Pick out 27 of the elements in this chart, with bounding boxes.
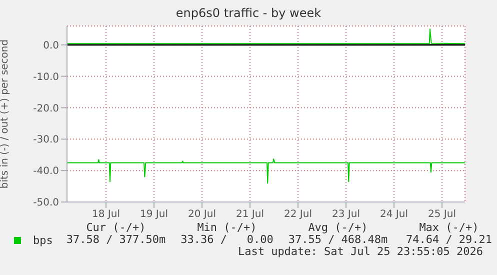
y-tick-label: -30.0 — [33, 134, 59, 146]
text: 33.36 / 0.00 — [180, 233, 274, 246]
line-series — [67, 158, 465, 184]
chart-title: enp6s0 traffic - by week — [174, 6, 322, 20]
text: Min (-/+) — [196, 221, 258, 234]
y-tick-label: -20.0 — [33, 103, 59, 114]
text: Max (-/+) — [418, 221, 480, 234]
text: 37.58 / 377.50m — [65, 233, 167, 246]
x-tick-label: 23 Jul — [332, 209, 360, 220]
x-tick-label: 20 Jul — [188, 209, 216, 220]
y-tick-label: -40.0 — [33, 166, 59, 178]
text: Last update: Sat Jul 25 23:55:05 2026 — [238, 245, 483, 258]
text: Avg (-/+) — [307, 221, 369, 234]
x-tick-label: 22 Jul — [284, 209, 312, 220]
x-tick-label: 21 Jul — [236, 209, 264, 220]
x-tick-label: 25 Jul — [428, 209, 456, 220]
y-tick-label: -50.0 — [33, 198, 59, 209]
text: 37.55 / 468.48m — [287, 233, 389, 246]
text: Cur (-/+) — [85, 221, 147, 234]
y-tick-label: 0.0 — [43, 40, 59, 52]
y-axis-title: bits in (-) / out (+) per second — [0, 39, 11, 189]
legend-label: bps — [32, 234, 53, 247]
x-tick-label: 18 Jul — [92, 209, 120, 220]
y-tick-label: -10.0 — [33, 72, 59, 83]
x-tick-label: 24 Jul — [380, 209, 408, 220]
x-tick-label: 19 Jul — [140, 209, 168, 220]
text: 74.64 / 29.21 — [404, 233, 494, 246]
